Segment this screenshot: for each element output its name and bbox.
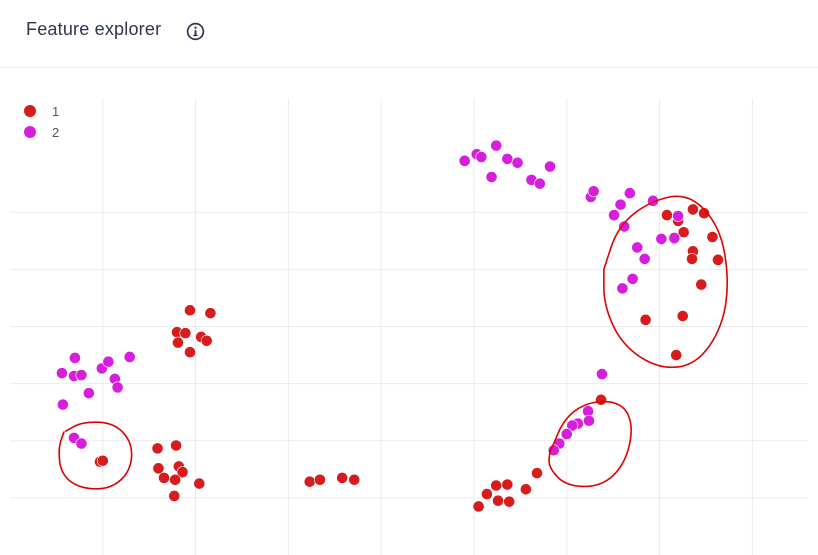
point-series-1[interactable] (639, 313, 652, 326)
point-series-2[interactable] (82, 387, 95, 400)
point-series-1[interactable] (184, 346, 196, 359)
point-series-1[interactable] (501, 478, 514, 491)
point-series-2[interactable] (490, 139, 503, 152)
point-series-2[interactable] (626, 272, 639, 285)
point-series-2[interactable] (668, 232, 681, 244)
point-series-1[interactable] (712, 253, 724, 266)
panel-header: Feature explorer (0, 0, 818, 68)
point-series-1[interactable] (492, 494, 504, 507)
point-series-2[interactable] (583, 414, 595, 427)
point-series-1[interactable] (472, 500, 485, 513)
point-series-2[interactable] (655, 233, 668, 245)
point-series-2[interactable] (123, 351, 136, 363)
point-series-1[interactable] (661, 209, 673, 222)
point-series-2[interactable] (111, 381, 124, 394)
point-series-2[interactable] (596, 368, 608, 381)
point-series-1[interactable] (193, 477, 206, 490)
point-series-2[interactable] (623, 187, 636, 200)
point-series-1[interactable] (670, 349, 683, 361)
point-series-2[interactable] (631, 241, 644, 254)
point-series-2[interactable] (501, 153, 514, 165)
point-series-2[interactable] (75, 369, 88, 381)
point-series-2[interactable] (587, 185, 600, 198)
point-series-1[interactable] (687, 203, 699, 216)
point-series-1[interactable] (695, 278, 708, 291)
point-series-1[interactable] (481, 488, 493, 500)
point-series-1[interactable] (200, 334, 213, 347)
annotation-circle-1 (58, 421, 133, 490)
point-series-1[interactable] (676, 310, 689, 322)
grid (10, 98, 808, 555)
point-series-1[interactable] (184, 304, 196, 317)
point-series-2[interactable] (614, 198, 627, 211)
point-series-1[interactable] (348, 473, 361, 486)
point-series-2[interactable] (56, 367, 68, 380)
point-series-2[interactable] (618, 220, 631, 233)
point-series-2[interactable] (485, 171, 498, 183)
legend-label-1: 1 (52, 104, 59, 119)
point-series-2[interactable] (638, 253, 651, 265)
point-series-2[interactable] (75, 437, 88, 450)
point-series-2[interactable] (475, 151, 488, 163)
point-series-2[interactable] (608, 209, 620, 222)
point-series-2[interactable] (544, 160, 556, 173)
legend-item-2[interactable]: 2 (24, 125, 59, 140)
point-series-2[interactable] (458, 154, 471, 167)
point-series-1[interactable] (168, 490, 181, 502)
annotation-circle-2 (548, 400, 632, 488)
point-series-1[interactable] (204, 307, 217, 320)
point-series-1[interactable] (490, 479, 503, 492)
point-series-1[interactable] (314, 473, 326, 486)
points (56, 139, 724, 513)
point-series-1[interactable] (152, 462, 165, 475)
point-series-1[interactable] (698, 207, 710, 220)
info-icon[interactable] (186, 22, 205, 41)
point-series-2[interactable] (69, 352, 81, 364)
point-series-1[interactable] (158, 471, 170, 484)
point-series-1[interactable] (503, 495, 516, 508)
point-series-2[interactable] (616, 282, 629, 295)
point-series-1[interactable] (172, 336, 184, 349)
point-series-1[interactable] (179, 327, 192, 340)
point-series-1[interactable] (686, 253, 698, 265)
point-series-2[interactable] (511, 156, 524, 169)
point-series-2[interactable] (533, 177, 546, 190)
legend-label-2: 2 (52, 125, 59, 140)
point-series-2[interactable] (672, 210, 684, 222)
legend-item-1[interactable]: 1 (24, 104, 59, 119)
panel-title: Feature explorer (26, 19, 162, 39)
point-series-1[interactable] (677, 226, 690, 239)
point-series-2[interactable] (560, 428, 573, 440)
point-series-1[interactable] (151, 442, 164, 455)
point-series-1[interactable] (170, 439, 182, 452)
point-series-1[interactable] (595, 393, 607, 406)
point-series-1[interactable] (303, 475, 316, 488)
point-series-1[interactable] (169, 473, 182, 486)
legend: 1 2 (24, 104, 59, 140)
point-series-2[interactable] (56, 398, 69, 411)
point-series-1[interactable] (336, 471, 349, 484)
point-series-1[interactable] (176, 466, 189, 479)
point-series-1[interactable] (706, 231, 719, 243)
scatter-chart: 1 2 (10, 98, 808, 555)
point-series-1[interactable] (96, 454, 109, 467)
point-series-2[interactable] (102, 355, 115, 368)
point-series-1[interactable] (531, 467, 543, 480)
annotations (58, 195, 729, 490)
point-series-1[interactable] (520, 483, 532, 496)
annotation-circle-3 (603, 195, 729, 369)
point-series-2[interactable] (566, 419, 579, 432)
